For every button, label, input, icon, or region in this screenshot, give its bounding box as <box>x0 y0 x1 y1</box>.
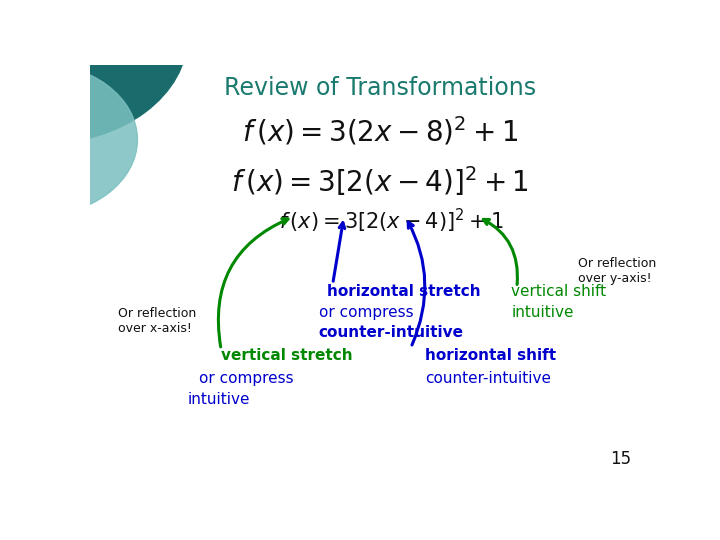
Text: Review of Transformations: Review of Transformations <box>224 76 536 100</box>
Text: $f\,(x) = 3[2(x-4)]^2+1$: $f\,(x) = 3[2(x-4)]^2+1$ <box>279 207 503 235</box>
Text: Or reflection
over y-axis!: Or reflection over y-axis! <box>578 256 657 285</box>
Text: horizontal shift: horizontal shift <box>425 348 556 363</box>
Text: intuitive: intuitive <box>188 392 250 407</box>
Text: intuitive: intuitive <box>511 305 574 320</box>
Text: or compress: or compress <box>319 305 413 320</box>
Text: vertical shift: vertical shift <box>511 284 606 299</box>
Text: $f\,(x) = 3(2x-8)^2+1$: $f\,(x) = 3(2x-8)^2+1$ <box>242 115 518 148</box>
Text: 15: 15 <box>610 450 631 468</box>
Circle shape <box>0 0 188 144</box>
Text: or compress: or compress <box>199 371 294 386</box>
Text: horizontal stretch: horizontal stretch <box>327 284 481 299</box>
Text: vertical stretch: vertical stretch <box>221 348 353 363</box>
Text: Or reflection
over x-axis!: Or reflection over x-axis! <box>118 307 196 334</box>
Text: counter-intuitive: counter-intuitive <box>319 326 464 341</box>
Circle shape <box>0 63 138 217</box>
Text: counter-intuitive: counter-intuitive <box>425 371 551 386</box>
Text: $f\,(x) = 3[2(x-4)]^2+1$: $f\,(x) = 3[2(x-4)]^2+1$ <box>231 164 529 198</box>
